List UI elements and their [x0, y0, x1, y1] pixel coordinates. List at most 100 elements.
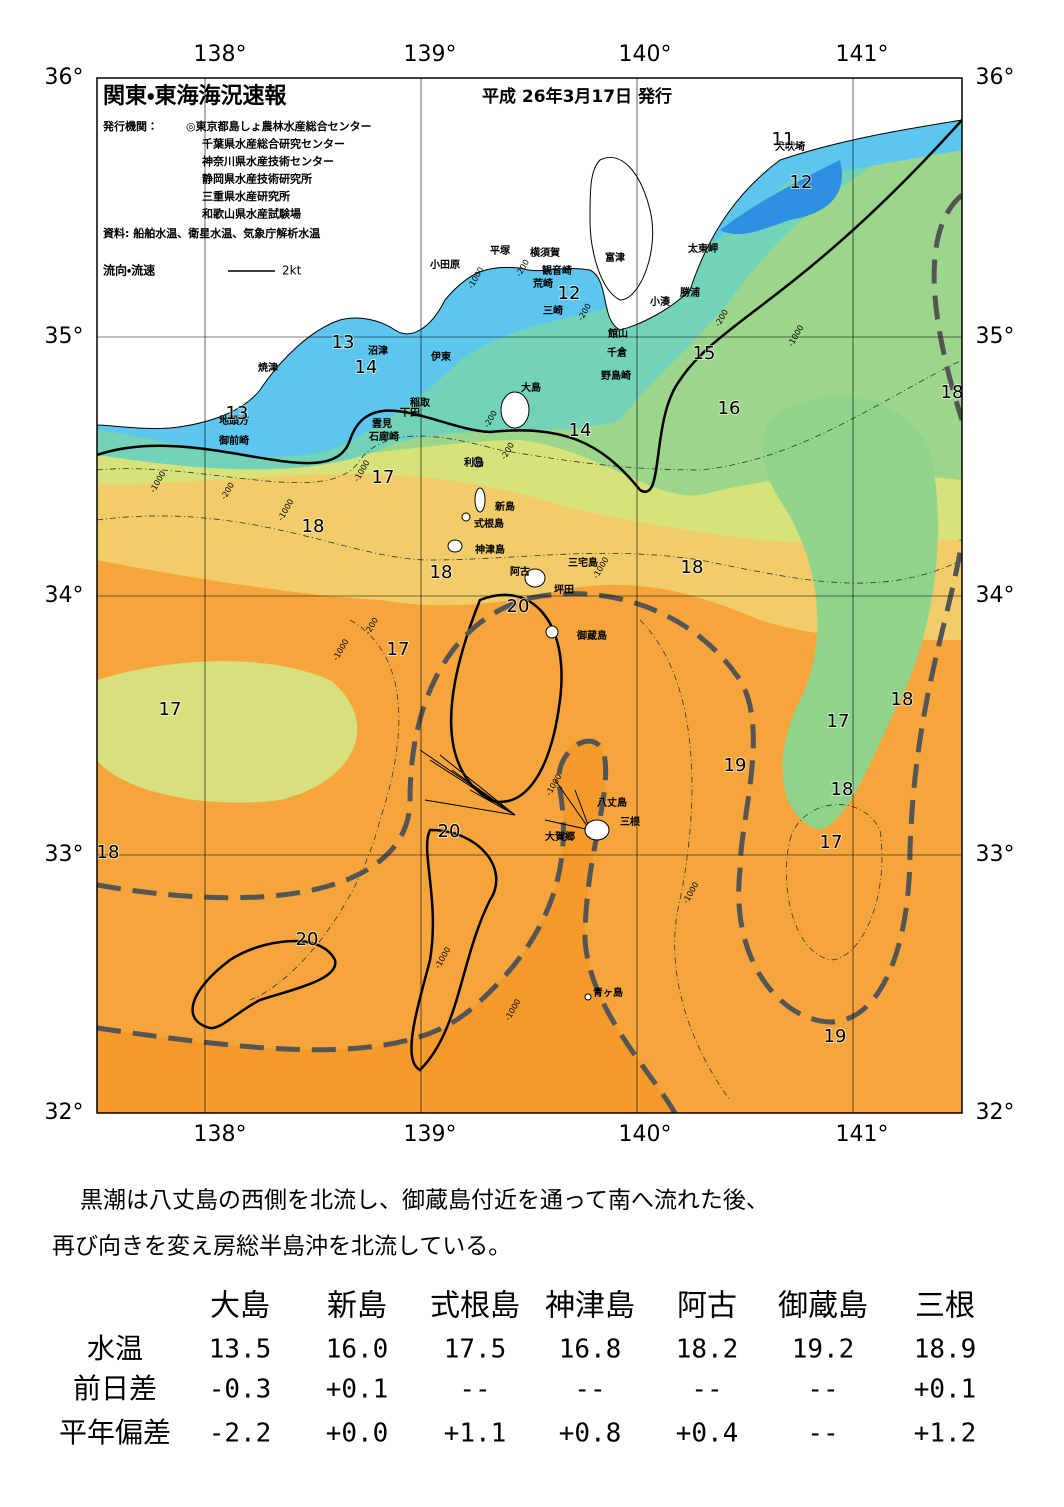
isotherm-label: 17: [820, 832, 843, 853]
column-header: 神津島: [545, 1289, 635, 1324]
place-name: 焼津: [258, 361, 278, 374]
isotherm: [191, 939, 337, 1030]
contour: [785, 804, 883, 961]
cell: +0.8: [559, 1419, 622, 1449]
issuer: 三重県水産研究所: [202, 189, 290, 203]
place-name: 小湊: [649, 295, 671, 308]
cell: -0.3: [209, 1375, 272, 1405]
green-lobe: [763, 396, 939, 830]
cell: 13.5: [209, 1335, 272, 1365]
isotherm-label: 18: [430, 562, 453, 583]
lat-label: 36°: [45, 65, 84, 90]
isotherm-label: 20: [296, 929, 319, 950]
place-name: 沼津: [368, 344, 388, 357]
isotherm-label: 17: [387, 639, 410, 660]
isotherm-label: 16: [718, 398, 741, 419]
issuer: 神奈川県水産技術センター: [201, 154, 334, 168]
place-name: 富津: [605, 251, 625, 264]
cell: -2.2: [209, 1419, 272, 1449]
place-name: 大島: [521, 381, 541, 394]
flow-label: 流向・流速: [103, 263, 155, 278]
cell: --: [691, 1375, 722, 1405]
kuroshio-axis: [97, 738, 678, 1113]
row-label: 水温: [87, 1332, 143, 1365]
isotherm-label: 18: [302, 516, 325, 537]
place-name: 観音崎: [542, 264, 572, 277]
isotherm-label: 12: [790, 172, 813, 193]
place-name: 太東岬: [687, 242, 718, 255]
isotherm-label: 18: [97, 842, 120, 863]
isotherm-label: 18: [891, 689, 914, 710]
lat-label: 32°: [45, 1100, 84, 1125]
lon-label: 141°: [836, 1122, 889, 1147]
place-name: 神津島: [474, 543, 505, 556]
flow-scale: 2kt: [282, 264, 302, 278]
place-name: 三宅島: [568, 556, 598, 569]
title: 関東・東海海況速報: [103, 83, 287, 109]
issuer: 静岡県水産技術研究所: [202, 172, 312, 186]
place-name: 八丈島: [597, 796, 627, 809]
lat-label: 35°: [45, 324, 84, 349]
place-name: 小田原: [429, 258, 460, 271]
issuer-label: 発行機関：: [102, 119, 158, 133]
place-name: 館山: [607, 327, 628, 340]
isotherm-label: 20: [507, 596, 530, 617]
warm-core: [97, 738, 675, 1113]
place-name: 野島崎: [601, 369, 631, 382]
lat-label: 34°: [45, 583, 84, 608]
cell: +1.1: [444, 1419, 507, 1449]
isotherm: [97, 119, 962, 494]
contour: [639, 619, 731, 1101]
land: [97, 78, 962, 429]
contour: [97, 515, 962, 584]
column-header: 大島: [210, 1289, 270, 1324]
cell: +1.2: [914, 1419, 977, 1449]
place-name: 御前崎: [218, 434, 249, 447]
place-name: 御蔵島: [576, 629, 607, 642]
issuer: 和歌山県水産試験場: [202, 207, 301, 221]
column-header: 御蔵島: [778, 1289, 868, 1324]
cell: --: [574, 1375, 605, 1405]
graticule: [97, 78, 962, 1113]
cell: --: [807, 1419, 838, 1449]
lon-label: 139°: [404, 1122, 457, 1147]
isotherm: [410, 828, 498, 1072]
lat-label: 36°: [976, 65, 1015, 90]
isotherm-label: 18: [831, 779, 854, 800]
cell: 18.2: [676, 1335, 739, 1365]
place-name: 勝浦: [680, 286, 700, 299]
place-name: 下田: [400, 407, 420, 419]
lon-label: 140°: [619, 1122, 672, 1147]
place-name: 伊東: [430, 350, 451, 363]
map-frame: [96, 77, 963, 1114]
isotherm-label: 13: [332, 332, 355, 353]
place-name: 地頭方: [219, 414, 249, 427]
issuer: 千葉県水産総合研究センター: [202, 137, 345, 151]
issue-date: 平成 26年3月17日 発行: [482, 86, 672, 107]
place-name: 雲見: [372, 418, 392, 430]
issuer: ◎東京都島しょ農林水産総合センター: [186, 119, 372, 133]
isotherm-label: 18: [681, 557, 704, 578]
cell: 18.9: [914, 1335, 977, 1365]
isotherm-label: 17: [827, 711, 850, 732]
lon-label: 138°: [194, 1122, 247, 1147]
lat-label: 33°: [976, 842, 1015, 867]
isotherm-label: 12: [558, 283, 581, 304]
isotherm-label: 17: [372, 467, 395, 488]
isotherm-label: 13: [226, 403, 249, 424]
place-name: 坪田: [554, 583, 574, 596]
cell: --: [807, 1375, 838, 1405]
axes: 138° 138° 139° 139° 140° 140° 141° 141° 36° 36° 35…: [45, 42, 1015, 1147]
issuers: ◎東京都島しょ農林水産総合センター千葉県水産総合研究センター神奈川県水産技術セン…: [186, 119, 372, 221]
lon-label: 141°: [836, 42, 889, 67]
lat-label: 34°: [976, 583, 1015, 608]
cell: 19.2: [792, 1335, 855, 1365]
cell: +0.0: [326, 1419, 389, 1449]
cell: 17.5: [444, 1335, 507, 1365]
description-line: 黒潮は八丈島の西側を北流し、御蔵島付近を通って南へ流れた後、: [80, 1188, 769, 1214]
column-header: 式根島: [430, 1289, 520, 1324]
cell: +0.1: [326, 1375, 389, 1405]
isotherm-label: 14: [569, 420, 592, 441]
